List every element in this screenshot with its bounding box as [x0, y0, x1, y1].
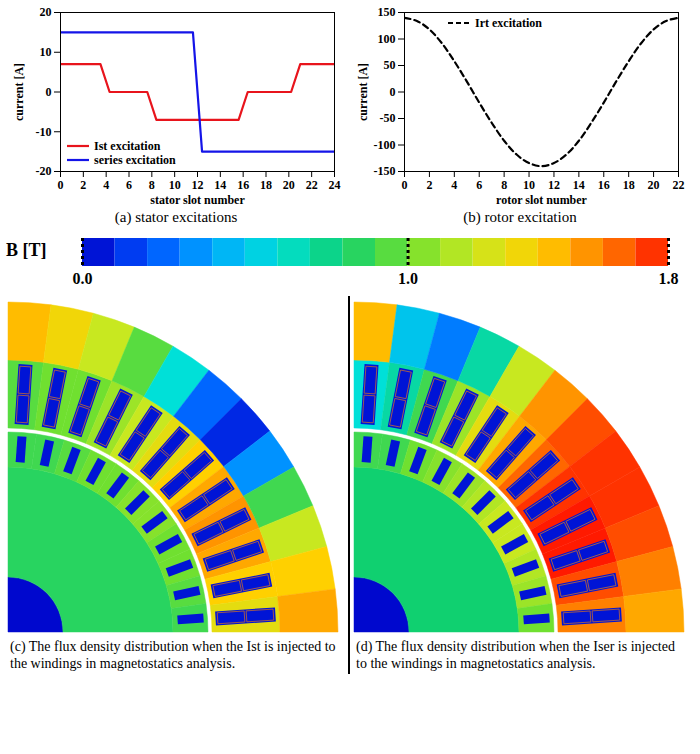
svg-text:12: 12: [192, 178, 204, 192]
svg-text:16: 16: [237, 178, 249, 192]
svg-text:1.8: 1.8: [659, 270, 679, 287]
svg-text:current [A]: current [A]: [356, 63, 370, 121]
svg-text:rotor slot number: rotor slot number: [496, 193, 588, 207]
svg-text:-20: -20: [36, 164, 52, 178]
html-text:(c) The flux density distribut: (c) The flux density distribution when t…: [10, 639, 336, 671]
svg-text:12: 12: [548, 178, 560, 192]
svg-text:2: 2: [426, 178, 432, 192]
svg-text:0: 0: [402, 178, 408, 192]
svg-text:0: 0: [46, 85, 52, 99]
html-text:(d) The flux density distribut: (d) The flux density distribution when t…: [356, 639, 675, 671]
svg-text:-10: -10: [36, 125, 52, 139]
svg-text:20: 20: [40, 5, 52, 19]
svg-text:0.0: 0.0: [73, 270, 93, 287]
svg-text:-150: -150: [374, 164, 396, 178]
svg-text:1.0: 1.0: [398, 270, 418, 287]
svg-text:10: 10: [169, 178, 181, 192]
svg-text:24: 24: [329, 178, 341, 192]
svg-text:22: 22: [673, 178, 685, 192]
svg-text:100: 100: [378, 32, 396, 46]
svg-text:2: 2: [80, 178, 86, 192]
html-text:(b) rotor excitation: (b) rotor excitation: [463, 209, 577, 225]
svg-text:4: 4: [451, 178, 457, 192]
svg-text:-50: -50: [380, 111, 396, 125]
svg-text:8: 8: [501, 178, 507, 192]
svg-text:stator slot number: stator slot number: [150, 193, 245, 207]
svg-text:10: 10: [40, 45, 52, 59]
svg-text:22: 22: [306, 178, 318, 192]
svg-text:0: 0: [390, 85, 396, 99]
svg-text:6: 6: [126, 178, 132, 192]
svg-text:16: 16: [598, 178, 610, 192]
svg-text:6: 6: [476, 178, 482, 192]
svg-text:-100: -100: [374, 138, 396, 152]
svg-text:current [A]: current [A]: [12, 63, 26, 121]
svg-text:18: 18: [623, 178, 635, 192]
svg-text:18: 18: [260, 178, 272, 192]
svg-text:20: 20: [648, 178, 660, 192]
html-text:series excitation: series excitation: [94, 153, 176, 167]
html-text:B [T]: B [T]: [6, 239, 47, 260]
svg-text:20: 20: [283, 178, 295, 192]
svg-text:10: 10: [523, 178, 535, 192]
svg-text:50: 50: [384, 58, 396, 72]
svg-text:14: 14: [214, 178, 226, 192]
html-text:(a) stator excitations: (a) stator excitations: [114, 209, 238, 225]
html-text:Irt excitation: Irt excitation: [475, 16, 542, 30]
svg-text:4: 4: [103, 178, 109, 192]
svg-text:0: 0: [58, 178, 64, 192]
svg-text:8: 8: [149, 178, 155, 192]
svg-text:14: 14: [573, 178, 585, 192]
html-text:Ist excitation: Ist excitation: [94, 139, 161, 153]
svg-text:150: 150: [378, 5, 396, 19]
